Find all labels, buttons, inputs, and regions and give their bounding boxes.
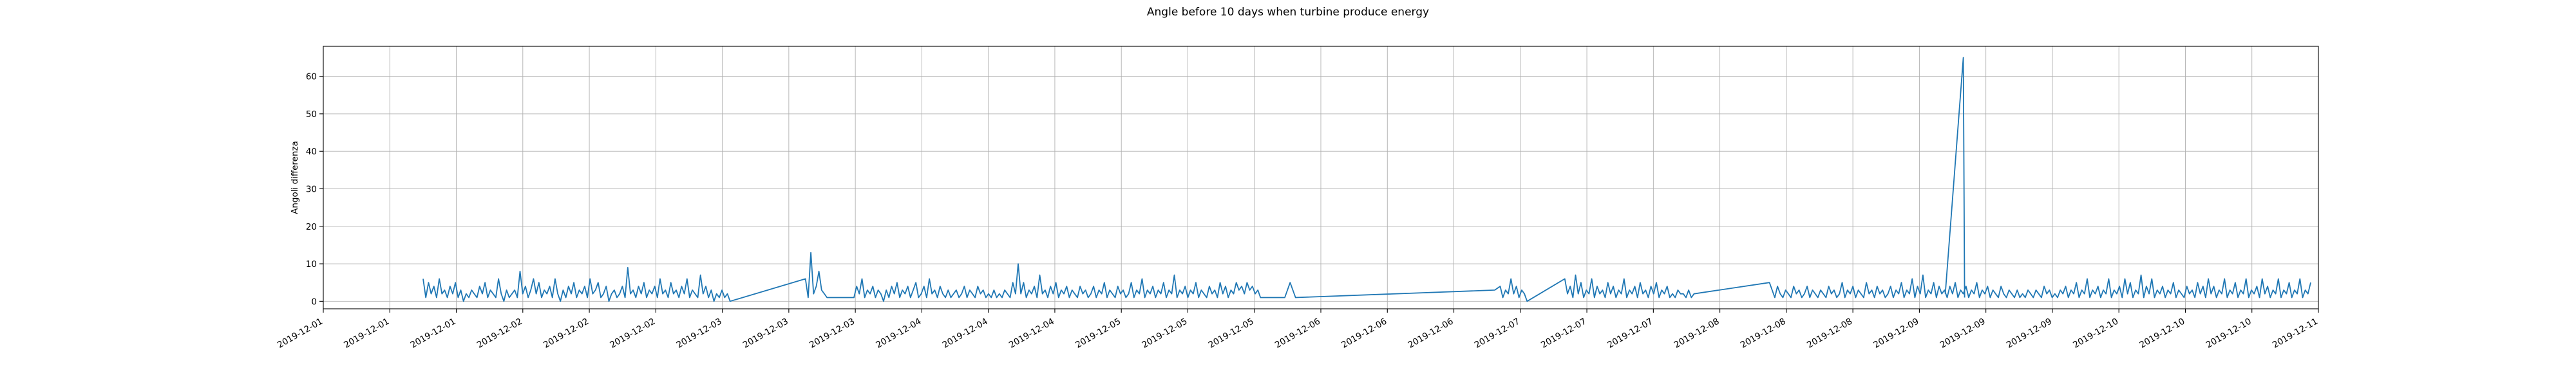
series-line-angle [422, 252, 2311, 302]
series-layer [422, 57, 2311, 302]
series-spike [1944, 57, 1965, 298]
x-tick-label: 2019-12-05 [1074, 317, 1122, 351]
x-tick-label: 2019-12-02 [542, 317, 591, 351]
x-tick-label: 2019-12-02 [475, 317, 524, 351]
x-tick-label: 2019-12-03 [808, 317, 857, 351]
x-tick-label: 2019-12-06 [1340, 317, 1388, 351]
y-tick-label: 10 [306, 259, 317, 270]
x-tick-label: 2019-12-07 [1605, 317, 1654, 351]
x-tick-label: 2019-12-10 [2204, 317, 2253, 351]
y-tick-label: 60 [306, 72, 317, 82]
x-tick-label: 2019-12-06 [1273, 317, 1322, 351]
x-tick-label: 2019-12-04 [874, 317, 923, 351]
x-tick-label: 2019-12-10 [2138, 317, 2187, 351]
x-tick-label: 2019-12-08 [1739, 317, 1788, 351]
y-tick-label: 20 [306, 222, 317, 232]
x-tick-label: 2019-12-04 [941, 317, 990, 351]
y-tick-label: 50 [306, 109, 317, 120]
grid-lines [323, 46, 2319, 309]
x-tick-label: 2019-12-09 [1871, 317, 1920, 351]
x-tick-label: 2019-12-06 [1406, 317, 1455, 351]
x-tick-label: 2019-12-03 [675, 317, 724, 351]
x-tick-label: 2019-12-08 [1805, 317, 1854, 351]
x-tick-label: 2019-12-11 [2271, 317, 2320, 351]
x-tick-label: 2019-12-04 [1007, 317, 1056, 351]
y-tick-label: 0 [311, 297, 317, 307]
x-tick-label: 2019-12-09 [2005, 317, 2054, 351]
y-axis-label: Angoli differenza [290, 141, 300, 214]
chart-title: Angle before 10 days when turbine produc… [1147, 6, 1429, 19]
x-axis-ticks: 2019-12-01 2019-12-01 2019-12-01 2019-12-02… [276, 309, 2320, 351]
x-tick-label: 2019-12-05 [1207, 317, 1256, 351]
y-tick-label: 30 [306, 184, 317, 194]
x-tick-label: 2019-12-01 [342, 317, 391, 351]
x-tick-label: 2019-12-02 [608, 317, 657, 351]
x-tick-label: 2019-12-05 [1141, 317, 1189, 351]
x-tick-label: 2019-12-01 [276, 317, 325, 351]
x-tick-label: 2019-12-07 [1539, 317, 1588, 351]
x-tick-label: 2019-12-03 [741, 317, 790, 351]
x-tick-label: 2019-12-10 [2071, 317, 2120, 351]
x-tick-label: 2019-12-09 [1938, 317, 1987, 351]
y-axis-ticks: 0 10 20 30 40 50 60 [306, 72, 323, 307]
y-tick-label: 40 [306, 147, 317, 157]
x-tick-label: 2019-12-08 [1672, 317, 1721, 351]
x-tick-label: 2019-12-07 [1473, 317, 1522, 351]
x-tick-label: 2019-12-01 [409, 317, 458, 351]
